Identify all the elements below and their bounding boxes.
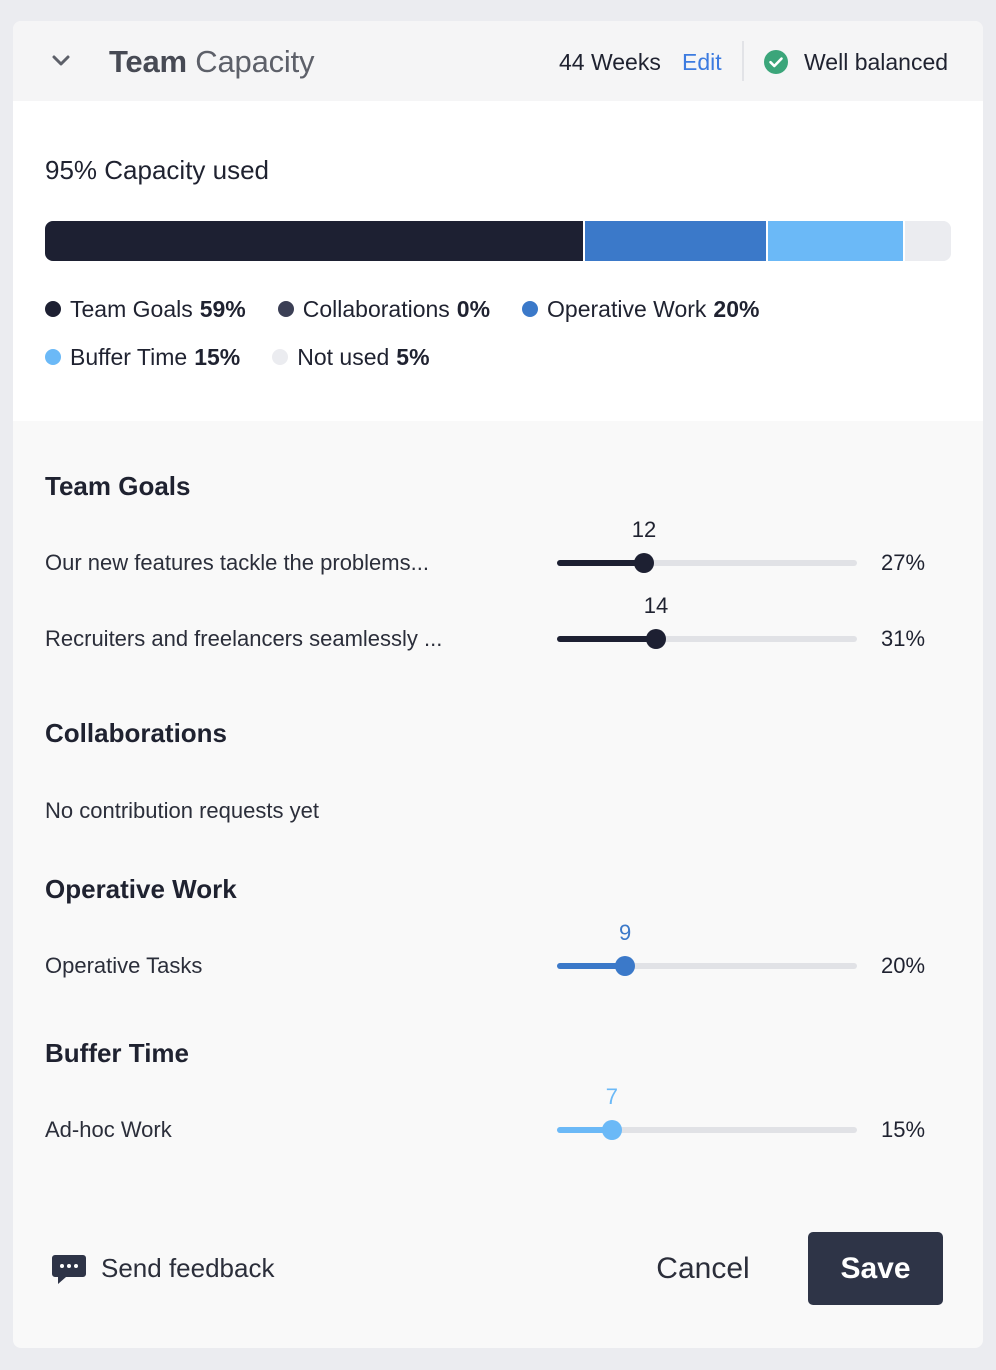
team-goals-dot [45, 301, 61, 317]
weeks-count: 44 Weeks [559, 49, 661, 75]
collaborations-dot [277, 301, 294, 317]
team-goal-percent-2: 31% [881, 626, 926, 651]
slider-thumb[interactable] [601, 1120, 622, 1140]
team-goal-slider-2[interactable]: 14 [557, 593, 857, 649]
legend-collaborations-label: Collaborations [302, 296, 450, 322]
operative-work-title: Operative Work [45, 874, 237, 904]
capacity-segment-buffer-time [767, 221, 906, 261]
legend-collaborations-value: 0% [456, 296, 491, 322]
card-title: Team Capacity [109, 43, 315, 81]
team-goals-title: Team Goals [45, 471, 191, 501]
card-title-bold: Team [109, 44, 187, 79]
capacity-segment-team-goals [45, 221, 585, 261]
slider-value: 14 [643, 593, 669, 618]
collaborations-empty-text: No contribution requests yet [45, 798, 319, 823]
slider-fill [557, 963, 626, 969]
legend-not-used-label: Not used [297, 344, 390, 370]
slider-thumb[interactable] [615, 956, 636, 976]
collaborations-title: Collaborations [45, 718, 228, 748]
not-used-dot [272, 349, 289, 365]
slider-value: 9 [618, 920, 632, 945]
legend-not-used-value: 5% [396, 344, 430, 370]
legend-operative-work-value: 20% [713, 296, 760, 322]
buffer-time-dot [45, 349, 61, 365]
capacity-segment-operative-work [584, 221, 768, 261]
slider-value: 7 [605, 1084, 619, 1109]
legend-row-2: Buffer Time 15% Not used 5% [45, 342, 430, 372]
operative-tasks-percent: 20% [881, 953, 926, 978]
slider-fill [557, 636, 656, 642]
send-feedback-link[interactable]: Send feedback [101, 1253, 275, 1283]
slider-fill [557, 560, 644, 566]
team-capacity-card: Team Capacity 44 Weeks Edit Well balance… [13, 21, 983, 1348]
legend-buffer-time-value: 15% [194, 344, 241, 370]
operative-tasks-label: Operative Tasks [45, 953, 203, 978]
adhoc-work-slider[interactable]: 7 [557, 1084, 857, 1140]
slider-fill [557, 1127, 612, 1133]
adhoc-work-percent: 15% [881, 1117, 926, 1142]
check-circle-icon [764, 50, 788, 74]
slider-thumb[interactable] [634, 553, 654, 573]
slider-value: 12 [631, 517, 657, 542]
card-title-rest: Capacity [186, 44, 315, 79]
cancel-button[interactable]: Cancel [633, 1234, 773, 1304]
legend-operative-work-label: Operative Work [547, 296, 707, 322]
capacity-summary: 95% Capacity used Team Goals 59% Collabo… [13, 101, 983, 421]
operative-work-dot [522, 301, 539, 317]
team-goal-label-2: Recruiters and freelancers seamlessly ..… [45, 626, 443, 651]
team-goal-label-1: Our new features tackle the problems... [45, 550, 429, 575]
save-button[interactable]: Save [808, 1232, 943, 1305]
header-divider [742, 41, 744, 81]
chevron-down-icon[interactable] [49, 49, 73, 73]
status-badge: Well balanced [804, 49, 949, 75]
capacity-segment-not-used [905, 221, 951, 261]
slider-thumb[interactable] [646, 629, 666, 649]
capacity-bar [45, 221, 951, 261]
team-goal-percent-1: 27% [881, 550, 926, 575]
legend-team-goals-label: Team Goals [70, 296, 193, 322]
operative-tasks-slider[interactable]: 9 [557, 920, 857, 976]
edit-weeks-link[interactable]: Edit [682, 49, 722, 75]
buffer-time-title: Buffer Time [45, 1038, 189, 1068]
legend-team-goals-value: 59% [199, 296, 246, 322]
legend-buffer-time-label: Buffer Time [70, 344, 188, 370]
capacity-used-title: 95% Capacity used [45, 155, 270, 185]
legend-row-1: Team Goals 59% Collaborations 0% Operati… [45, 294, 759, 324]
card-header: Team Capacity 44 Weeks Edit Well balance… [13, 21, 983, 101]
team-goal-slider-1[interactable]: 12 [557, 517, 857, 573]
adhoc-work-label: Ad-hoc Work [45, 1117, 172, 1142]
chat-bubble-icon[interactable] [51, 1253, 87, 1287]
